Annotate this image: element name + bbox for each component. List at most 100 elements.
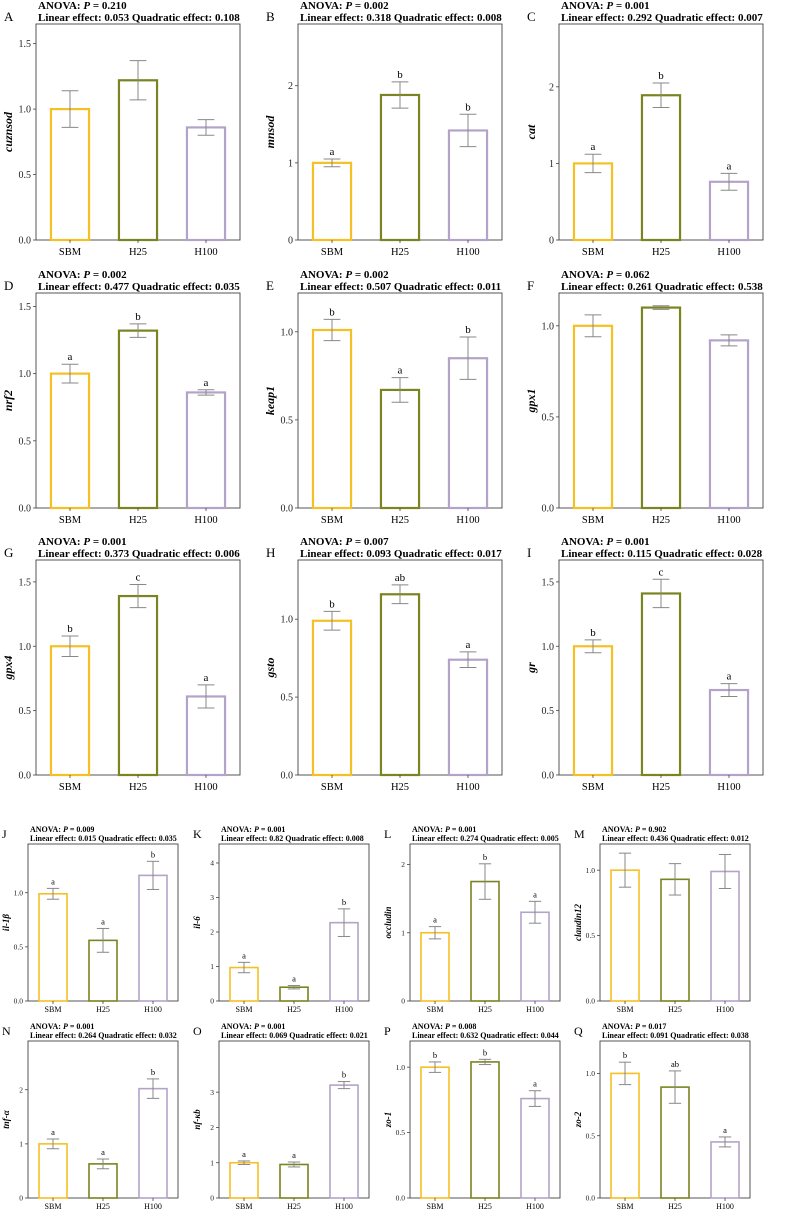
anova-prefix: ANOVA: [412, 825, 445, 834]
anova-p-value: = 0.001 [613, 0, 650, 12]
y-axis-label: gpx1 [524, 389, 538, 414]
x-tick-label: H25 [287, 1005, 301, 1014]
y-tick-label: 0.5 [281, 415, 294, 426]
anova-prefix: ANOVA: [221, 825, 254, 834]
significance-letter: c [136, 571, 141, 583]
bar-h100 [710, 870, 740, 1002]
anova-prefix: ANOVA: [221, 1022, 254, 1031]
linear-effect-label: Linear effect: [221, 834, 269, 843]
p-label: P [345, 269, 352, 281]
effects-line: Linear effect: 0.093 Quadratic effect: 0… [300, 548, 502, 560]
y-tick-label: 2 [19, 1085, 23, 1094]
x-tick-label: H100 [526, 1005, 544, 1014]
bar-sbm [38, 893, 68, 1002]
y-axis-label: il-1β [1, 914, 11, 931]
anova-p-value: = 0.001 [90, 536, 127, 548]
effects-line: Linear effect: 0.318 Quadratic effect: 0… [300, 12, 502, 24]
anova-p-value: = 0.002 [352, 0, 389, 12]
quadratic-effect-value: 0.032 [159, 1031, 177, 1040]
quadratic-effect-label: Quadratic effect: [670, 1031, 730, 1040]
effects-line: Linear effect: 0.373 Quadratic effect: 0… [38, 548, 240, 560]
linear-effect-value: 0.015 [78, 834, 98, 843]
significance-letter: a [204, 377, 209, 389]
anova-p-value: = 0.009 [68, 825, 95, 834]
significance-letter: a [727, 160, 732, 172]
effects-line: Linear effect: 0.015 Quadratic effect: 0… [30, 834, 177, 843]
quadratic-effect-value: 0.038 [731, 1031, 749, 1040]
panel-label: I [527, 545, 531, 560]
y-tick-label: 1.5 [19, 302, 32, 313]
significance-letter: b [465, 101, 471, 113]
linear-effect-value: 0.373 [104, 548, 132, 560]
linear-effect-label: Linear effect: [38, 548, 104, 560]
y-tick-label: 0 [288, 236, 293, 247]
y-axis-label: tnf-α [1, 1109, 11, 1129]
x-tick-label: H25 [391, 515, 409, 526]
bar-h25 [379, 593, 421, 777]
significance-letter: a [398, 365, 403, 377]
linear-effect-label: Linear effect: [221, 1031, 269, 1040]
quadratic-effect-label: Quadratic effect: [670, 834, 730, 843]
linear-effect-label: Linear effect: [300, 12, 366, 24]
quadratic-effect-label: Quadratic effect: [394, 281, 477, 293]
quadratic-effect-label: Quadratic effect: [654, 548, 737, 560]
panel-label: F [527, 278, 534, 293]
x-tick-label: SBM [582, 247, 605, 258]
effects-line: Linear effect: 0.82 Quadratic effect: 0.… [221, 834, 364, 843]
anova-line: ANOVA: P = 0.210 [38, 0, 127, 12]
quadratic-effect-value: 0.017 [477, 548, 502, 560]
x-tick-label: H100 [716, 1202, 734, 1211]
y-axis-label: claudin12 [573, 904, 583, 942]
panel-label: N [2, 1024, 11, 1038]
quadratic-effect-label: Quadratic effect: [480, 834, 540, 843]
bar-sbm [49, 107, 91, 242]
quadratic-effect-label: Quadratic effect: [132, 548, 215, 560]
anova-prefix: ANOVA: [30, 825, 63, 834]
y-tick-label: 0.0 [281, 504, 294, 515]
x-tick-label: SBM [427, 1202, 444, 1211]
p-label: P [606, 269, 613, 281]
y-axis-label: gpx4 [1, 656, 15, 681]
linear-effect-value: 0.091 [650, 1031, 670, 1040]
y-tick-label: 0 [210, 997, 214, 1006]
y-tick-label: 0.0 [19, 236, 32, 247]
panel-label: G [4, 545, 13, 560]
y-tick-label: 1 [210, 962, 214, 971]
panel-label: B [266, 9, 275, 24]
bar-h100 [708, 339, 750, 510]
significance-letter: a [433, 915, 437, 925]
y-tick-label: 0.0 [396, 1194, 406, 1203]
bar-sbm [420, 1066, 450, 1199]
quadratic-effect-value: 0.008 [477, 12, 502, 24]
p-label: P [63, 1022, 68, 1031]
anova-prefix: ANOVA: [561, 0, 606, 12]
bar-h25 [640, 592, 682, 777]
y-tick-label: 0.5 [14, 942, 24, 951]
significance-letter: a [101, 916, 105, 926]
y-tick-label: 1 [401, 928, 405, 937]
effects-line: Linear effect: 0.632 Quadratic effect: 0… [412, 1031, 559, 1040]
significance-letter: a [292, 1150, 296, 1160]
x-tick-label: H25 [129, 247, 147, 258]
y-tick-label: 1 [19, 1139, 23, 1148]
significance-letter: b [397, 69, 403, 81]
panel-label: H [266, 545, 275, 560]
panel-label: E [266, 278, 274, 293]
anova-p-value: = 0.001 [259, 1022, 286, 1031]
y-tick-label: 1 [288, 158, 293, 169]
anova-p-value: = 0.017 [640, 1022, 667, 1031]
significance-letter: b [623, 1050, 627, 1060]
anova-line: ANOVA: P = 0.001 [38, 536, 127, 548]
linear-effect-value: 0.093 [366, 548, 394, 560]
x-tick-label: SBM [582, 515, 605, 526]
y-tick-label: 0 [549, 236, 554, 247]
x-tick-label: SBM [59, 782, 82, 793]
linear-effect-value: 0.069 [269, 1031, 289, 1040]
significance-letter: b [483, 852, 487, 862]
